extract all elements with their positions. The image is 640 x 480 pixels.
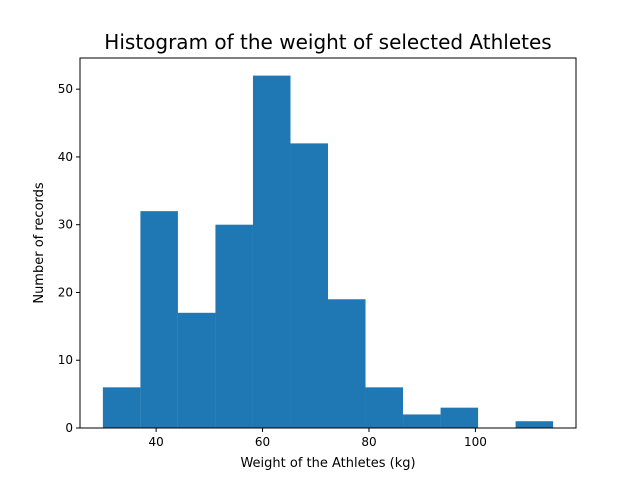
- x-tick-label: 80: [361, 435, 376, 449]
- y-axis: 0 10 20 30 40 50: [58, 82, 80, 435]
- histogram-bar: [328, 299, 366, 428]
- histogram-bar: [440, 407, 479, 428]
- y-tick-label: 30: [58, 218, 73, 232]
- histogram-bar: [252, 75, 291, 429]
- y-tick-label: 50: [58, 82, 73, 96]
- y-tick-label: 10: [58, 353, 73, 367]
- x-axis-label: Weight of the Athletes (kg): [240, 456, 415, 471]
- x-tick-label: 60: [255, 435, 270, 449]
- histogram-bar: [177, 312, 216, 428]
- y-tick-label: 20: [58, 285, 73, 299]
- histogram-bar: [515, 421, 554, 428]
- x-tick-label: 100: [464, 435, 487, 449]
- y-axis-label: Number of records: [32, 182, 47, 304]
- histogram-bar: [140, 211, 178, 428]
- histogram-bar: [102, 387, 141, 428]
- bars-group: [102, 75, 554, 429]
- histogram-bar: [365, 387, 404, 428]
- chart-title: Histogram of the weight of selected Athl…: [104, 30, 551, 54]
- y-tick-label: 40: [58, 150, 73, 164]
- y-tick-label: 0: [65, 421, 73, 435]
- x-axis: 40 60 80 100: [148, 428, 487, 449]
- x-tick-label: 40: [148, 435, 163, 449]
- histogram-bar: [403, 414, 441, 428]
- histogram-bar: [215, 224, 253, 428]
- plot-frame: [79, 57, 577, 429]
- histogram-bar: [290, 143, 328, 428]
